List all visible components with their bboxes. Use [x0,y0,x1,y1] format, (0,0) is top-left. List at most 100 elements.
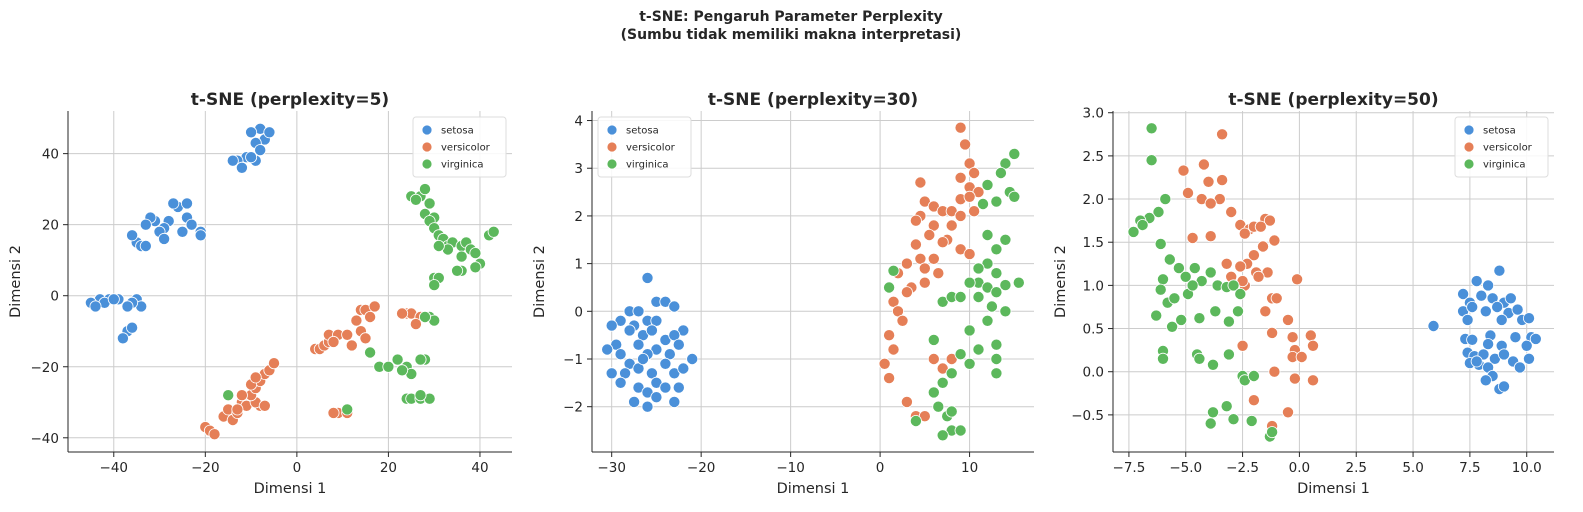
point-setosa [1479,305,1492,318]
point-setosa [1509,331,1522,344]
point-virginica [909,414,922,427]
point-virginica [1209,305,1222,318]
point-versicolor [1177,164,1190,177]
point-virginica [1266,426,1279,439]
point-versicolor [1291,273,1304,286]
point-virginica [990,367,1003,380]
point-versicolor [1225,205,1238,218]
x-tick-label: −20 [687,460,716,476]
subplot-title: t-SNE (perplexity=50) [1228,90,1438,110]
point-setosa [672,381,685,394]
point-setosa [1495,313,1508,326]
point-virginica [1012,276,1025,289]
point-versicolor [1288,372,1301,385]
point-versicolor [909,238,922,251]
point-virginica [418,310,431,323]
point-setosa [185,218,198,231]
point-virginica [1234,287,1247,300]
point-setosa [254,144,267,157]
point-virginica [469,261,482,274]
point-setosa [632,338,645,351]
point-setosa [650,391,663,404]
point-versicolor [359,332,372,345]
point-versicolor [1252,270,1265,283]
point-setosa [677,362,690,375]
point-virginica [972,262,985,275]
point-versicolor [954,171,967,184]
point-virginica [1166,320,1179,333]
point-setosa [1529,332,1542,345]
point-versicolor [927,252,940,265]
point-virginica [428,279,441,292]
point-virginica [1145,154,1158,167]
subplot-title: t-SNE (perplexity=30) [708,90,918,110]
point-versicolor [887,343,900,356]
point-setosa [107,293,120,306]
y-tick-label: 4 [574,114,583,130]
point-versicolor [883,329,896,342]
point-versicolor [900,286,913,299]
point-virginica [963,276,976,289]
y-tick-label: 0 [574,304,583,320]
point-virginica [1220,400,1233,413]
point-virginica [972,290,985,303]
subplot-perplexity-5: −40 −20 0 20 40 −40 −20 0 20 40 t-SNE (perplexity=… [8,90,512,497]
point-virginica [1008,190,1021,203]
point-virginica [382,360,395,373]
point-setosa [614,348,627,361]
point-versicolor [1254,220,1267,233]
point-setosa [180,197,193,210]
point-setosa [659,357,672,370]
point-virginica [414,353,427,366]
point-versicolor [235,389,248,402]
point-virginica [341,403,354,416]
point-setosa [1513,361,1526,374]
point-versicolor [231,403,244,416]
point-setosa [672,338,685,351]
point-versicolor [1236,339,1249,352]
point-virginica [887,264,900,277]
point-setosa [668,300,681,313]
x-tick-label: 10 [961,460,978,476]
x-tick-label: −7.5 [1113,460,1146,476]
point-virginica [981,228,994,241]
x-axis-label: Dimensi 1 [777,481,850,497]
point-setosa [158,232,171,245]
point-setosa [601,343,614,356]
point-setosa [1523,352,1536,365]
legend-marker-virginica [421,158,433,170]
point-setosa [1511,303,1524,316]
y-tick-label: 1.0 [1083,278,1104,294]
x-tick-label: −10 [776,460,805,476]
point-versicolor [350,314,363,327]
point-setosa [641,271,654,284]
point-versicolor [1257,240,1270,253]
point-virginica [1204,266,1217,279]
point-virginica [1222,315,1235,328]
point-virginica [1204,417,1217,430]
legend-marker-virginica [1463,158,1475,170]
point-versicolor [1307,339,1320,352]
point-virginica [990,286,1003,299]
point-setosa [176,225,189,238]
point-virginica [1145,122,1158,135]
y-tick-label: −0.5 [1071,408,1104,424]
legend-label-setosa: setosa [441,126,474,137]
point-virginica [985,300,998,313]
x-tick-label: −40 [100,460,129,476]
legend-label-virginica: virginica [441,160,484,171]
point-setosa [1479,374,1492,387]
point-versicolor [900,395,913,408]
point-versicolor [396,307,409,320]
legend: setosa versicolor virginica [412,116,507,178]
point-virginica [954,348,967,361]
legend-marker-setosa [1463,124,1475,136]
point-virginica [1179,270,1192,283]
point-virginica [990,195,1003,208]
point-virginica [1175,313,1188,326]
y-tick-label: 40 [42,147,59,163]
legend-marker-versicolor [606,141,618,153]
y-tick-label: 0.5 [1083,322,1104,338]
x-tick-label: −30 [597,460,626,476]
